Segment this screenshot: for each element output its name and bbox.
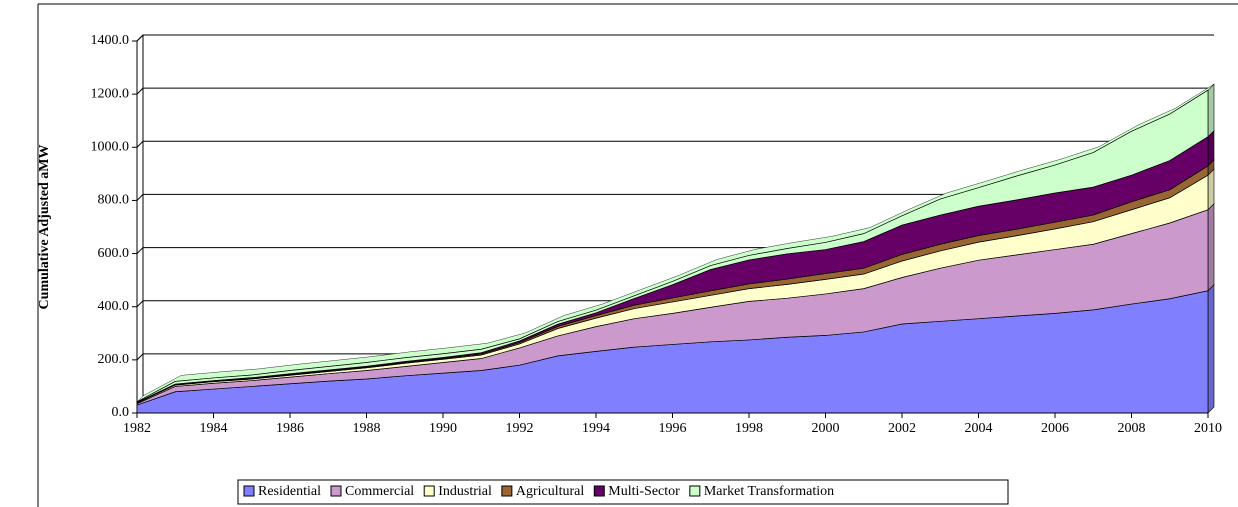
legend [237, 479, 1009, 505]
x-tick-label: 1988 [353, 421, 381, 436]
x-tick-label: 2000 [812, 421, 840, 436]
y-tick-label: 600.0 [98, 246, 130, 261]
legend-swatch [689, 485, 701, 497]
area-side [1207, 83, 1215, 138]
grid-line [136, 87, 1214, 95]
x-tick-label: 1996 [659, 421, 687, 436]
y-tick-label: 200.0 [98, 352, 130, 367]
x-tick-label: 2008 [1118, 421, 1146, 436]
x-tick-label: 1994 [582, 421, 610, 436]
grid-line [136, 193, 1214, 201]
x-tick-label: 2006 [1041, 421, 1069, 436]
legend-swatch [593, 485, 605, 497]
x-tick-label: 2004 [965, 421, 993, 436]
x-tick-label: 1984 [200, 421, 228, 436]
y-tick-label: 1000.0 [91, 140, 130, 155]
x-tick-label: 1982 [123, 421, 151, 436]
legend-label: Multi-Sector [608, 484, 680, 499]
y-tick-label: 0.0 [112, 405, 130, 420]
area-side [1207, 203, 1215, 292]
y-tick-label: 1400.0 [91, 33, 130, 48]
y-axis-label: Cumulative Adjusted aMW [37, 145, 52, 310]
y-tick-label: 400.0 [98, 299, 130, 314]
legend-swatch [330, 485, 342, 497]
area-side [1207, 168, 1215, 211]
legend-label: Market Transformation [704, 484, 834, 499]
area [136, 89, 1209, 403]
legend-label: Industrial [438, 484, 492, 499]
legend-swatch [501, 485, 513, 497]
legend-label: Commercial [345, 484, 414, 499]
legend-label: Agricultural [516, 484, 585, 499]
x-tick-label: 1986 [276, 421, 304, 436]
x-tick-label: 2002 [888, 421, 916, 436]
legend-swatch [243, 485, 255, 497]
x-tick-label: 1992 [506, 421, 534, 436]
grid-line [136, 140, 1214, 148]
grid-line [136, 34, 1214, 42]
area-side [1207, 284, 1215, 414]
legend-label: Residential [258, 484, 321, 499]
legend-swatch [423, 485, 435, 497]
y-tick-label: 1200.0 [91, 86, 130, 101]
y-tick-label: 800.0 [98, 193, 130, 208]
x-tick-label: 2010 [1194, 421, 1222, 436]
x-tick-label: 1998 [735, 421, 763, 436]
x-tick-label: 1990 [429, 421, 457, 436]
